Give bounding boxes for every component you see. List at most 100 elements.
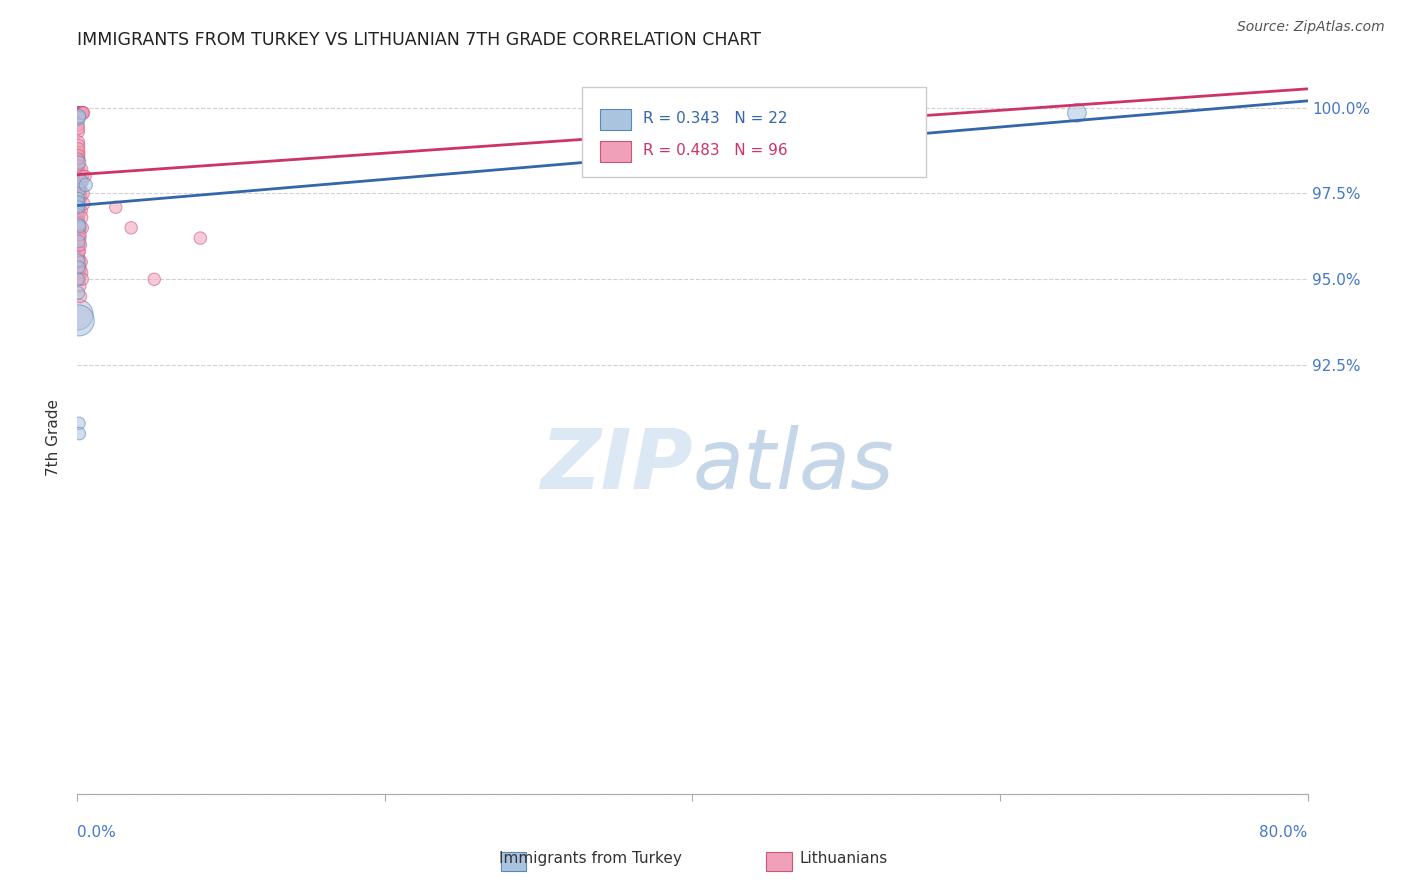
Point (67, 196, 90, 211)
Point (70, 211, 93, 225)
Text: IMMIGRANTS FROM TURKEY VS LITHUANIAN 7TH GRADE CORRELATION CHART: IMMIGRANTS FROM TURKEY VS LITHUANIAN 7TH… (77, 31, 761, 49)
Point (67, 155, 90, 169)
Point (67, 265, 90, 279)
Point (67, 194, 90, 208)
Point (67, 272, 90, 286)
Point (67, 106, 90, 120)
Point (67, 125, 90, 139)
Point (67, 135, 90, 149)
Point (67, 198, 90, 212)
Bar (600, 109, 631, 130)
Point (70, 106, 93, 120)
Point (67, 272, 90, 286)
Point (67, 203, 90, 218)
FancyBboxPatch shape (582, 87, 927, 177)
Point (67, 121, 90, 136)
Point (69, 106, 91, 120)
Point (67, 183, 90, 197)
Point (67, 214, 90, 228)
Point (67, 155, 90, 169)
Point (67, 224, 90, 238)
Point (67, 231, 90, 245)
Bar (766, 852, 792, 871)
Point (67, 244, 90, 259)
Point (67, 106, 90, 120)
Point (69, 227, 91, 242)
Point (67, 186, 90, 201)
Point (66, 307, 89, 321)
Point (67, 118, 90, 132)
Point (67, 211, 90, 225)
Point (69, 106, 91, 120)
Point (70, 106, 93, 120)
Point (70, 106, 93, 120)
Point (69, 255, 91, 269)
Point (69, 238, 91, 252)
Point (67, 176, 90, 190)
Point (69, 262, 91, 277)
Point (70, 174, 93, 188)
Point (69, 106, 91, 120)
Point (67, 417, 90, 431)
Point (67, 166, 90, 180)
Point (69, 176, 91, 190)
Point (67, 260, 90, 275)
Point (67, 138, 90, 153)
Point (70, 203, 93, 218)
Point (67, 149, 90, 163)
Text: 0.0%: 0.0% (77, 825, 117, 840)
Text: R = 0.483   N = 96: R = 0.483 N = 96 (644, 143, 787, 158)
Point (70, 106, 93, 120)
Point (66, 196, 89, 211)
Point (67, 218, 90, 232)
Point (120, 220, 142, 235)
Point (67, 106, 90, 120)
Point (70, 272, 93, 286)
Point (67, 142, 90, 156)
Point (67, 106, 90, 120)
Point (70, 162, 93, 177)
Point (67, 259, 90, 273)
Point (70, 265, 93, 279)
Point (69, 106, 91, 120)
Bar (600, 141, 631, 162)
Point (75, 178, 97, 192)
Point (67, 200, 90, 214)
Point (67, 218, 90, 232)
Point (66, 106, 89, 120)
Point (67, 106, 90, 120)
Point (67, 192, 90, 206)
Point (67, 195, 90, 210)
Bar (501, 852, 526, 871)
Point (67, 152, 90, 166)
Point (69, 231, 91, 245)
Text: atlas: atlas (693, 425, 894, 506)
Point (70, 106, 93, 120)
Point (67, 111, 90, 125)
Point (67, 203, 90, 218)
Point (70, 255, 93, 269)
Point (70, 106, 93, 120)
Point (67, 162, 90, 177)
Point (69, 106, 91, 120)
Point (69, 106, 91, 120)
Point (67, 238, 90, 252)
Point (69, 279, 91, 293)
Point (69, 106, 91, 120)
Point (67, 106, 90, 120)
Point (67, 238, 90, 252)
Point (67, 106, 90, 120)
Point (190, 231, 212, 245)
Point (73, 196, 96, 211)
Point (72, 106, 94, 120)
Point (67, 220, 90, 235)
Point (67, 313, 90, 327)
Point (69, 289, 91, 303)
Point (67, 235, 90, 249)
Point (69, 220, 91, 235)
Point (143, 272, 166, 286)
Point (67, 179, 90, 194)
Y-axis label: 7th Grade: 7th Grade (46, 399, 62, 475)
Point (67, 183, 90, 197)
Point (72, 106, 94, 120)
